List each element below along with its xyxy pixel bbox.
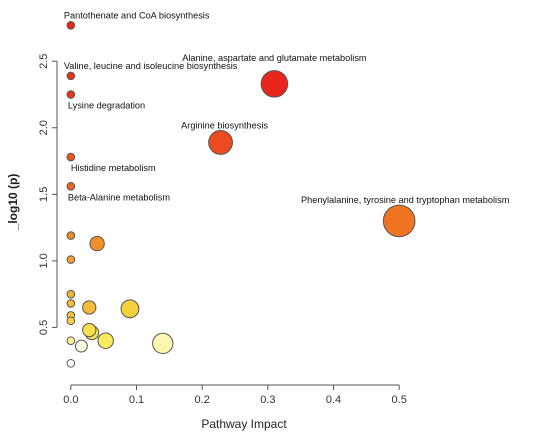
x-tick-label: 0.3 (260, 394, 275, 406)
data-point (66, 336, 76, 346)
y-axis-title: _log10 (p) (6, 174, 20, 232)
point-label: Pantothenate and CoA biosynthesis (64, 10, 210, 20)
data-point (66, 182, 76, 191)
point-annotations: Pantothenate and CoA biosynthesis Valine,… (64, 10, 510, 205)
data-point (66, 289, 76, 299)
point-label: Phenylalanine, tyrosine and tryptophan m… (301, 195, 510, 205)
x-tick-label: 0.4 (326, 394, 341, 406)
x-tick-label: 0.5 (392, 394, 407, 406)
point-label: Beta-Alanine metabolism (68, 192, 170, 202)
data-points (66, 21, 416, 368)
data-point (208, 130, 233, 155)
point-label: Valine, leucine and isoleucine biosynthe… (64, 61, 238, 71)
data-point (152, 332, 174, 355)
data-point (66, 71, 76, 81)
data-point (66, 299, 76, 308)
y-tick-label: 1.0 (38, 253, 50, 268)
x-tick-label: 0.2 (195, 394, 210, 406)
data-point (66, 90, 76, 99)
data-point (382, 204, 416, 238)
data-point (82, 322, 97, 338)
data-point (82, 300, 97, 315)
data-point (66, 316, 76, 326)
x-axis-ticks: 0.0 0.1 0.2 0.3 0.4 0.5 (63, 385, 407, 406)
point-label: Histidine metabolism (71, 163, 156, 173)
point-label: Lysine degradation (68, 101, 145, 111)
data-point (97, 332, 114, 349)
y-axis-ticks: 0.5 1.0 1.5 2.0 2.5 (38, 54, 57, 335)
data-point (66, 255, 76, 264)
y-tick-label: 0.5 (38, 320, 50, 335)
x-axis-title: Pathway Impact (201, 417, 287, 431)
data-point (260, 70, 289, 98)
point-label: Alanine, aspartate and glutamate metabol… (182, 53, 367, 63)
x-tick-label: 0.1 (129, 394, 144, 406)
data-point (66, 152, 76, 162)
data-point (66, 21, 76, 30)
point-label: Arginine biosynthesis (181, 120, 268, 130)
y-tick-label: 2.5 (38, 54, 50, 69)
data-point (74, 339, 88, 353)
y-tick-label: 1.5 (38, 187, 50, 202)
data-point (66, 359, 76, 368)
data-point (89, 235, 105, 252)
data-point (120, 299, 140, 319)
data-point (66, 231, 76, 240)
x-tick-label: 0.0 (63, 394, 78, 406)
axes: 0.0 0.1 0.2 0.3 0.4 0.5 0.5 1.0 1.5 2.0 2.5 (38, 54, 407, 406)
y-tick-label: 2.0 (38, 120, 50, 135)
